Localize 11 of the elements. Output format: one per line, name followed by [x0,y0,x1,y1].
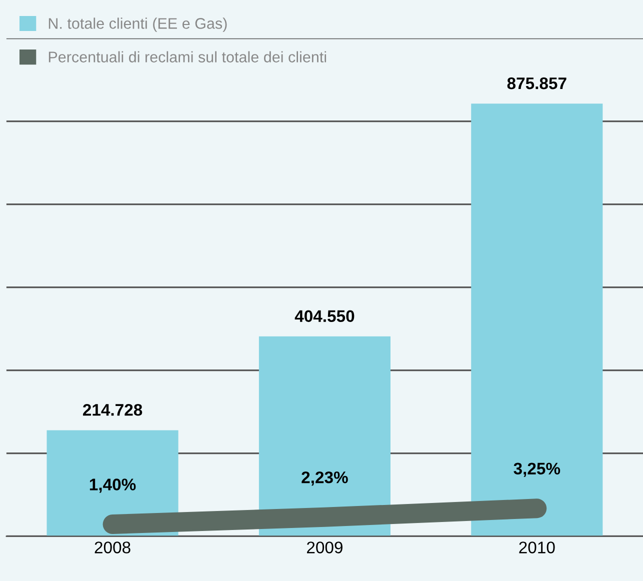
legend-label: N. totale clienti (EE e Gas) [48,18,227,32]
x-tick-label: 2009 [307,542,342,554]
data-label: 214.728 [82,404,142,416]
data-label: 404.550 [294,310,354,322]
data-label: 3,25% [514,462,560,477]
x-tick-label: 2010 [519,542,555,554]
x-tick-label: 2008 [94,542,130,554]
data-label: 2,23% [302,471,348,486]
data-label: 1,40% [90,478,136,493]
data-label: 875.857 [507,77,566,90]
legend-label: Percentuali di reclami sul totale dei clienti [48,51,326,62]
